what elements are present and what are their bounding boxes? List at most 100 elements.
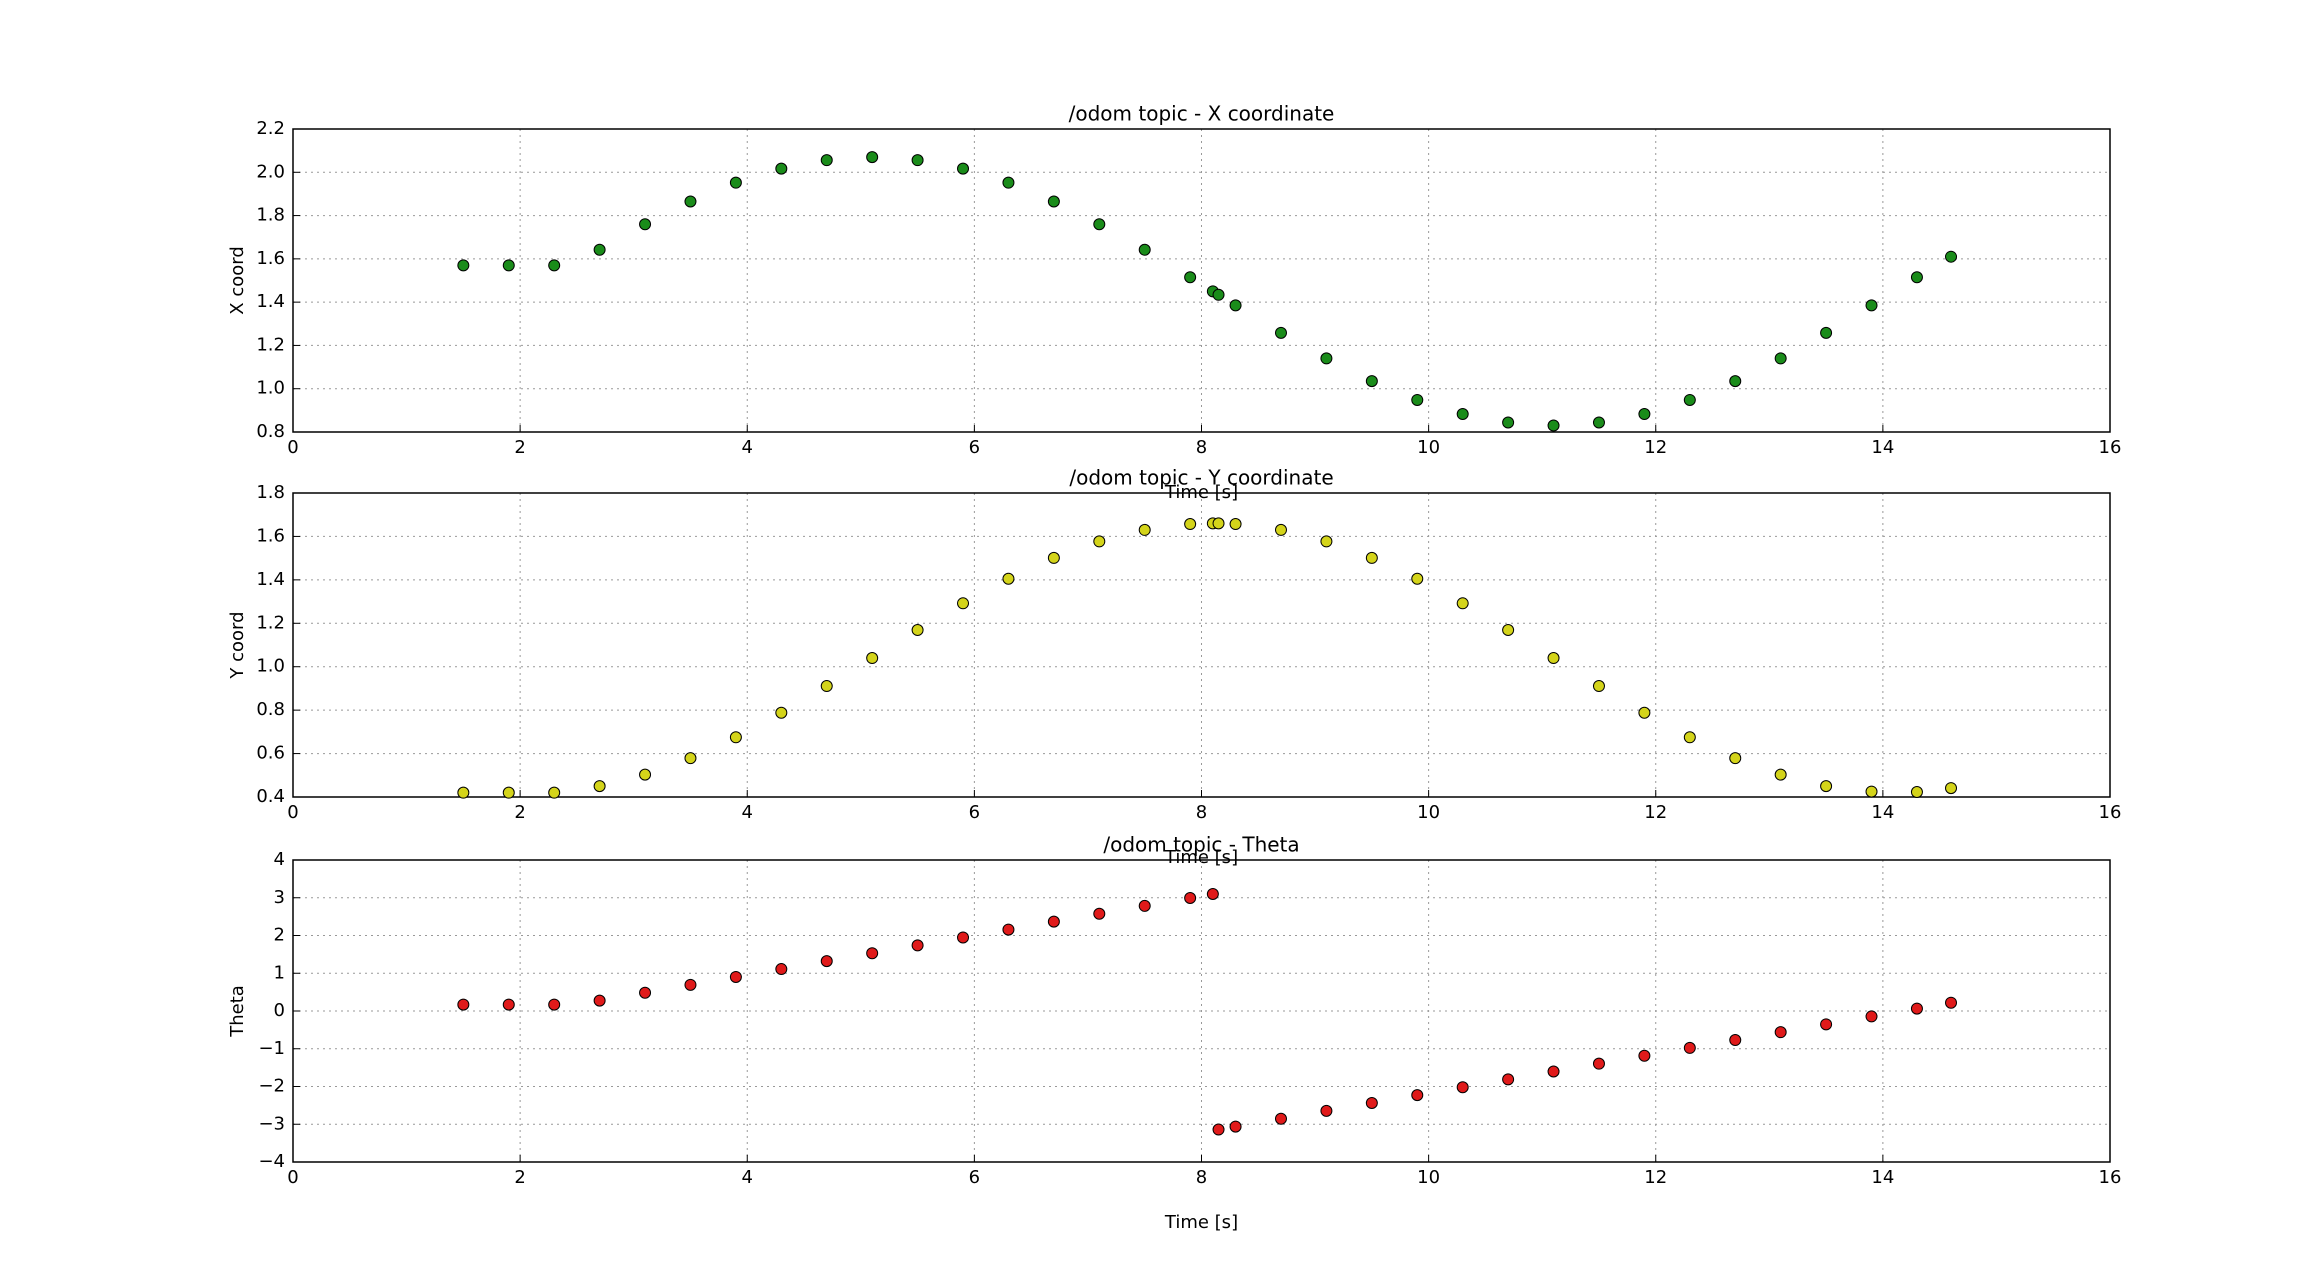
point — [1093, 218, 1106, 231]
point — [1047, 195, 1060, 208]
point — [1729, 375, 1742, 388]
point — [1002, 923, 1015, 936]
point — [1320, 1104, 1333, 1117]
point — [502, 786, 515, 799]
point — [1229, 1120, 1242, 1133]
point — [1910, 1002, 1923, 1015]
point — [1047, 551, 1060, 564]
y-axis-label: Theta — [227, 985, 248, 1038]
point — [548, 998, 561, 1011]
point — [866, 947, 879, 960]
x-tick-label: 0 — [287, 802, 298, 823]
point — [1945, 782, 1958, 795]
point — [1502, 1073, 1515, 1086]
point — [1592, 680, 1605, 693]
point — [820, 154, 833, 167]
x-tick-label: 10 — [1417, 802, 1440, 823]
point — [1365, 375, 1378, 388]
y-tick-label: −4 — [258, 1151, 285, 1172]
x-tick-label: 12 — [1644, 437, 1667, 458]
x-tick-label: 2 — [514, 437, 525, 458]
point — [684, 195, 697, 208]
y-tick-label: −1 — [258, 1038, 285, 1059]
point — [1865, 1010, 1878, 1023]
x-tick-label: 14 — [1871, 802, 1894, 823]
point — [1184, 518, 1197, 531]
y-tick-label: 1.6 — [256, 248, 285, 269]
point — [1910, 271, 1923, 284]
point — [457, 786, 470, 799]
point — [1002, 572, 1015, 585]
point — [775, 162, 788, 175]
x-tick-label: 4 — [742, 1167, 753, 1188]
y-tick-label: 1.4 — [256, 569, 285, 590]
point — [1184, 891, 1197, 904]
y-tick-label: 1.8 — [256, 205, 285, 226]
y-tick-label: 0.8 — [256, 699, 285, 720]
y-tick-label: 1.6 — [256, 525, 285, 546]
point — [639, 986, 652, 999]
point — [866, 652, 879, 665]
point — [1547, 419, 1560, 432]
point — [1456, 597, 1469, 610]
point — [1729, 752, 1742, 765]
point — [1206, 888, 1219, 901]
point — [1820, 326, 1833, 339]
point — [502, 998, 515, 1011]
point — [1320, 535, 1333, 548]
point — [1411, 393, 1424, 406]
point — [1093, 907, 1106, 920]
x-tick-label: 14 — [1871, 437, 1894, 458]
point — [1212, 517, 1225, 530]
x-tick-label: 6 — [969, 1167, 980, 1188]
point — [1411, 1089, 1424, 1102]
point — [1138, 523, 1151, 536]
point — [1865, 299, 1878, 312]
point — [1774, 1026, 1787, 1039]
point — [957, 597, 970, 610]
y-tick-label: 1.0 — [256, 656, 285, 677]
point — [1047, 915, 1060, 928]
plot-frame — [292, 492, 2111, 798]
point — [911, 939, 924, 952]
y-tick-label: 1.2 — [256, 334, 285, 355]
point — [1138, 899, 1151, 912]
x-tick-label: 8 — [1196, 802, 1207, 823]
point — [1212, 1123, 1225, 1136]
point — [1502, 416, 1515, 429]
point — [1320, 352, 1333, 365]
point — [457, 998, 470, 1011]
x-tick-label: 14 — [1871, 1167, 1894, 1188]
point — [457, 259, 470, 272]
x-tick-label: 16 — [2099, 437, 2122, 458]
x-tick-label: 8 — [1196, 437, 1207, 458]
point — [1683, 1041, 1696, 1054]
point — [911, 154, 924, 167]
x-tick-label: 10 — [1417, 437, 1440, 458]
point — [820, 955, 833, 968]
point — [775, 963, 788, 976]
x-tick-label: 4 — [742, 437, 753, 458]
point — [1592, 1057, 1605, 1070]
point — [1093, 535, 1106, 548]
y-tick-label: 1.4 — [256, 291, 285, 312]
chart-title: /odom topic - Y coordinate — [1069, 466, 1333, 490]
y-tick-label: 1.0 — [256, 378, 285, 399]
point — [729, 176, 742, 189]
point — [1212, 288, 1225, 301]
point — [1456, 1081, 1469, 1094]
point — [684, 752, 697, 765]
point — [548, 259, 561, 272]
point — [1683, 393, 1696, 406]
x-tick-label: 2 — [514, 802, 525, 823]
point — [1456, 408, 1469, 421]
y-tick-label: −3 — [258, 1113, 285, 1134]
y-tick-label: 1.2 — [256, 612, 285, 633]
plot-frame — [292, 128, 2111, 433]
y-tick-label: 0 — [274, 1000, 285, 1021]
point — [502, 259, 515, 272]
point — [684, 978, 697, 991]
point — [1002, 176, 1015, 189]
x-tick-label: 12 — [1644, 802, 1667, 823]
